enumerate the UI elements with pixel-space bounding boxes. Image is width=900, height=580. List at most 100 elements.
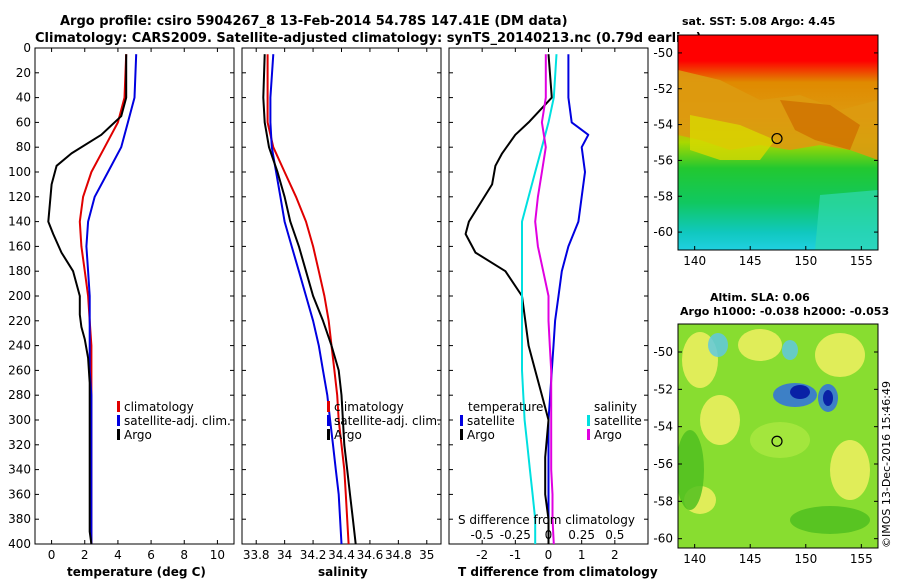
xtick-label: -1 — [509, 548, 521, 562]
legend-s-satellite: satellite — [594, 414, 642, 428]
sst-argo-marker — [771, 132, 783, 145]
sla-anomaly-blob — [830, 440, 870, 500]
map-ytick-label: -54 — [653, 420, 673, 434]
sla-map-title: Altim. SLA: 0.06 — [710, 291, 810, 304]
legend-t-satellite: satellite — [467, 414, 515, 428]
legend-argo: Argo — [124, 428, 152, 442]
map-xtick-label: 150 — [794, 254, 817, 268]
sla-anomaly-blob — [700, 395, 740, 445]
map-xtick-label: 155 — [850, 552, 873, 566]
series-argo — [262, 54, 357, 545]
temperature-xlabel: temperature (deg C) — [67, 565, 206, 579]
ytick-label: 360 — [8, 487, 31, 501]
map-xtick-label: 150 — [794, 552, 817, 566]
ytick-label: 340 — [8, 463, 31, 477]
ytick-label: 320 — [8, 438, 31, 452]
sal-legend-satellite-adj: satellite-adj. clim. — [334, 414, 441, 428]
legend-swatch-t-satellite — [460, 415, 463, 426]
map-xtick-label: 155 — [850, 254, 873, 268]
sla-argo-marker — [771, 435, 783, 447]
ytick-label: 200 — [8, 289, 31, 303]
legend-swatch-sal-argo — [327, 429, 330, 440]
xtick-label: -2 — [476, 548, 488, 562]
difference-panel: -2 -1 0 1 2-0.5 -0.25 0 0.25 0.5 temperature sat… — [448, 47, 658, 579]
sla-anomaly-blob — [738, 329, 782, 361]
ytick-label: 240 — [8, 339, 31, 353]
legend-swatch-s-satellite — [587, 415, 590, 426]
sla-anomaly-blob — [708, 333, 728, 357]
legend-swatch-t-argo — [460, 429, 463, 440]
map-ytick-label: -58 — [653, 189, 673, 203]
series-s-argo — [534, 54, 555, 545]
map-ytick-label: -54 — [653, 118, 673, 132]
legend-swatch-s-argo — [587, 429, 590, 440]
legend-swatch-satellite — [117, 415, 120, 426]
xtick-label: 4 — [114, 548, 122, 562]
sst-map-panel: sat. SST: 5.08 Argo: 4.45 140 145 150 155 -5… — [653, 15, 879, 268]
ytick-label: 380 — [8, 512, 31, 526]
xtick-label: 34.8 — [385, 548, 412, 562]
xtick-label: 2 — [81, 548, 89, 562]
difference-xlabel: T difference from climatology — [458, 565, 658, 579]
sal-legend-climatology: climatology — [334, 400, 404, 414]
sla-map-subtitle: Argo h1000: -0.038 h2000: -0.053 — [680, 305, 889, 318]
temperature-ticks: 0204060801001201401601802002202402602803… — [8, 41, 234, 562]
legend-swatch-argo — [117, 429, 120, 440]
map-xtick-label: 145 — [739, 254, 762, 268]
difference-ticks: -2 -1 0 1 2-0.5 -0.25 0 0.25 0.5 — [449, 47, 648, 562]
legend-swatch-climatology — [117, 401, 120, 412]
top-xtick-label: 0.5 — [605, 528, 624, 542]
map-ytick-label: -50 — [653, 46, 673, 60]
sst-map-axes — [677, 34, 879, 251]
ytick-label: 0 — [23, 41, 31, 55]
xtick-label: 34.6 — [357, 548, 384, 562]
legend-t-argo: Argo — [467, 428, 495, 442]
salinity-series — [262, 54, 357, 545]
xtick-label: 8 — [180, 548, 188, 562]
map-ytick-label: -58 — [653, 494, 673, 508]
xtick-label: 34 — [277, 548, 292, 562]
ytick-label: 260 — [8, 363, 31, 377]
temperature-legend: climatology satellite-adj. clim. Argo — [117, 400, 231, 442]
sla-map-ticks: 140 145 150 155 -50 -52 -54 -56 -58 -60 — [653, 345, 878, 566]
xtick-label: 35 — [419, 548, 434, 562]
sla-anomaly-blob — [782, 340, 798, 360]
ytick-label: 400 — [8, 537, 31, 551]
ytick-label: 20 — [16, 66, 31, 80]
ytick-label: 100 — [8, 165, 31, 179]
map-xtick-label: 145 — [739, 552, 762, 566]
map-xtick-label: 140 — [683, 254, 706, 268]
xtick-label: 2 — [611, 548, 619, 562]
ytick-label: 280 — [8, 388, 31, 402]
xtick-label: 34.4 — [328, 548, 355, 562]
series-t-argo — [464, 54, 553, 544]
sst-map-title: sat. SST: 5.08 Argo: 4.45 — [682, 15, 835, 28]
sla-anomaly-blob — [678, 430, 704, 510]
sla-anomaly-blob — [790, 385, 810, 399]
map-ytick-label: -56 — [653, 153, 673, 167]
title-line-2: Climatology: CARS2009. Satellite-adjuste… — [35, 31, 702, 46]
salinity-ticks: 33.8 34 34.2 34.4 34.6 34.8 35 — [242, 47, 441, 562]
xtick-label: 0 — [545, 548, 553, 562]
temperature-axes — [34, 47, 235, 545]
legend-s-argo: Argo — [594, 428, 622, 442]
sst-map-ticks: 140 145 150 155 -50 -52 -54 -56 -58 -60 — [653, 46, 878, 268]
ytick-label: 80 — [16, 140, 31, 154]
map-ytick-label: -56 — [653, 457, 673, 471]
top-xtick-label: 0.25 — [568, 528, 595, 542]
sla-anomaly-blob — [790, 506, 870, 534]
sal-legend-argo: Argo — [334, 428, 362, 442]
ytick-label: 180 — [8, 264, 31, 278]
series-t-satellite — [547, 54, 590, 544]
series-argo — [47, 54, 128, 545]
s-difference-label: S difference from climatology — [458, 513, 635, 527]
credit: ©IMOS 13-Dec-2016 15:46:49 — [880, 381, 893, 548]
ytick-label: 40 — [16, 91, 31, 105]
ytick-label: 60 — [16, 115, 31, 129]
ytick-label: 140 — [8, 215, 31, 229]
sla-map-axes — [677, 323, 879, 549]
series-satellite-adj-clim- — [269, 54, 343, 545]
series-climatology — [266, 54, 350, 545]
series-s-satellite — [521, 54, 558, 544]
series-satellite-adj-clim- — [85, 54, 138, 544]
